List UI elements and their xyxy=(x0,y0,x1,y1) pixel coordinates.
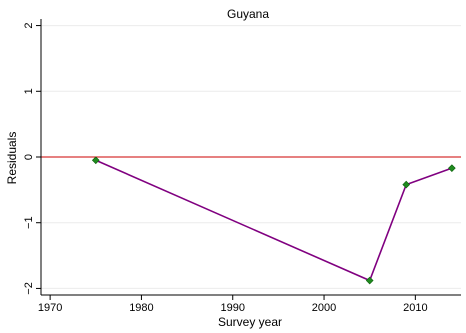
y-tick-label: 2 xyxy=(23,23,35,29)
data-point-marker xyxy=(448,164,456,172)
x-tick-label: 2010 xyxy=(403,302,427,314)
axes-layer: −2 −1 0 1 2 1970 1980 1990 2000 2010 xyxy=(23,19,461,314)
y-tick-label: 0 xyxy=(23,154,35,160)
y-tick-label: −1 xyxy=(23,216,35,229)
data-point-marker xyxy=(365,276,374,285)
data-point-marker xyxy=(91,156,100,165)
data-layer xyxy=(91,156,456,285)
x-tick-label: 2000 xyxy=(312,302,336,314)
x-tick-label: 1990 xyxy=(220,302,244,314)
series-line xyxy=(95,159,453,282)
chart-title: Guyana xyxy=(227,7,269,21)
x-tick-label: 1980 xyxy=(129,302,153,314)
x-axis-label: Survey year xyxy=(218,315,282,329)
y-tick-label: −2 xyxy=(23,282,35,295)
x-tick-label: 1970 xyxy=(38,302,62,314)
y-axis-label: Residuals xyxy=(5,132,19,185)
data-point-marker xyxy=(402,180,411,189)
y-tick-label: 1 xyxy=(23,88,35,94)
